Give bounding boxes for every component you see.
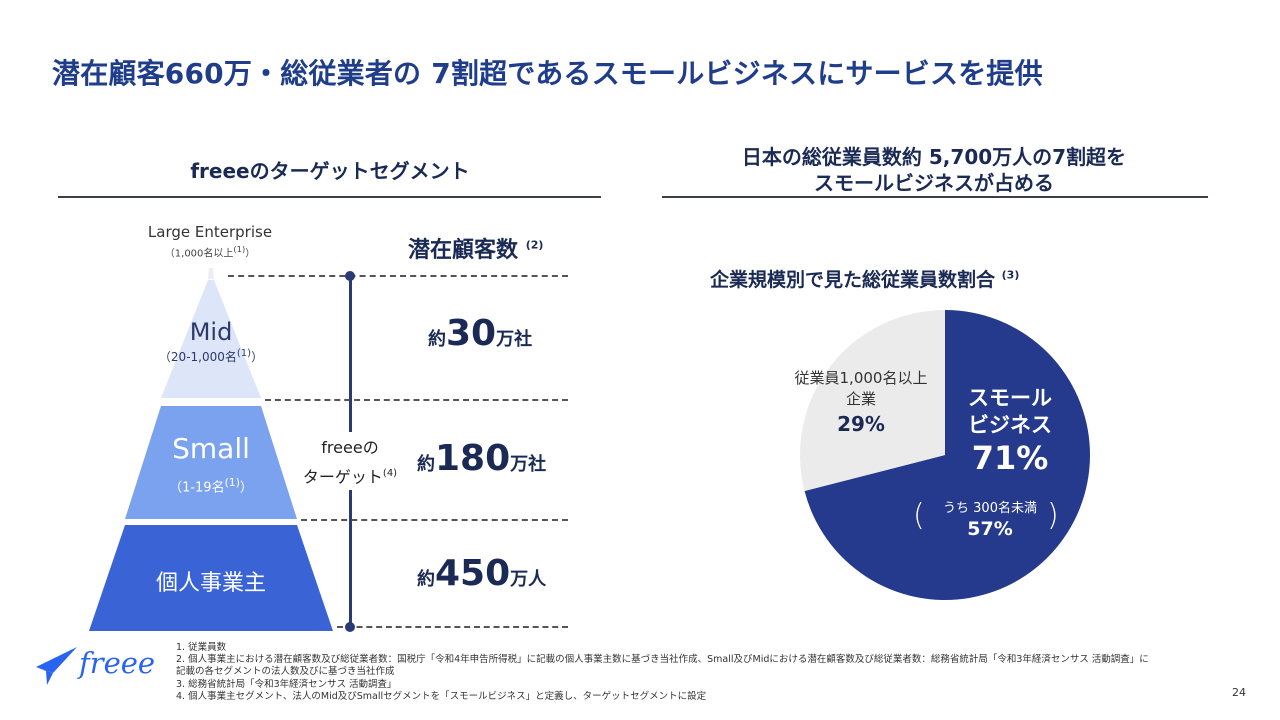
large-enterprise-sub: （1,000名以上(1)） (164, 244, 256, 260)
pie-label-small: スモール ビジネス 71% (940, 385, 1080, 477)
tier-small-label: Small (172, 432, 250, 465)
freee-logo: freee (33, 645, 155, 691)
pyramid-tier-small (125, 406, 297, 519)
pyramid-tier-mid (161, 280, 261, 398)
right-heading-line1: 日本の総従業員数約 5,700万人の7割超を (741, 145, 1127, 169)
pie-value-large: 29% (837, 412, 885, 436)
target-label: freeeの ターゲット(4) (302, 438, 398, 487)
left-section-heading: freeeのターゲットセグメント (190, 159, 470, 183)
divider-small (301, 519, 568, 521)
tier-mid-sub: （20-1,000名(1)） (158, 348, 264, 364)
divider-bottom (337, 626, 568, 628)
right-heading-rule (662, 196, 1208, 198)
count-mid: 約30万社 (428, 313, 533, 354)
tier-individual-label: 個人事業主 (155, 571, 266, 596)
target-label-bg (306, 432, 396, 490)
tier-mid-label: Mid (189, 318, 233, 346)
potential-customers-heading: 潜在顧客数 (2) (408, 238, 544, 263)
page-title: 潜在顧客660万・総従業者の 7割超であるスモールビジネスにサービスを提供 (52, 57, 1043, 90)
pie-title: 企業規模別で見た総従業員数割合 (3) (710, 268, 1020, 291)
count-individual: 約450万人 (417, 553, 547, 594)
pie-inner-sub: うち 300名未満 57% (943, 501, 1037, 540)
bracket-right: ) (1047, 498, 1059, 533)
right-section-heading: 日本の総従業員数約 5,700万人の7割超を スモールビジネスが占める (660, 144, 1208, 196)
pie-label-large: 従業員1,000名以上 企業 29% (766, 368, 956, 435)
footnotes: 1. 従業員数 2. 個人事業主における潜在顧客数及び総従業者数：国税庁「令和4… (176, 642, 1149, 702)
freee-logo-text: freee (79, 646, 156, 680)
bracket-left: ( (913, 498, 925, 533)
pyramid-tip (208, 268, 214, 279)
pie-slice-small-business (804, 310, 1091, 600)
count-small: 約180万社 (417, 438, 547, 479)
pyramid-tier-individual (89, 525, 333, 631)
left-heading-rule (58, 196, 601, 198)
divider-top (228, 275, 568, 277)
divider-mid (265, 399, 568, 401)
large-enterprise-label: Large Enterprise (147, 223, 273, 241)
target-bracket-top-dot (345, 271, 355, 281)
pie-slice-large-enterprise (800, 310, 945, 492)
right-heading-line2: スモールビジネスが占める (814, 171, 1054, 195)
target-bracket-bottom-dot (345, 622, 355, 632)
freee-bird-icon (36, 647, 77, 685)
pie-value-small: 71% (971, 439, 1049, 477)
tier-small-sub: （1-19名(1)） (169, 476, 253, 496)
page-number: 24 (1232, 686, 1246, 699)
